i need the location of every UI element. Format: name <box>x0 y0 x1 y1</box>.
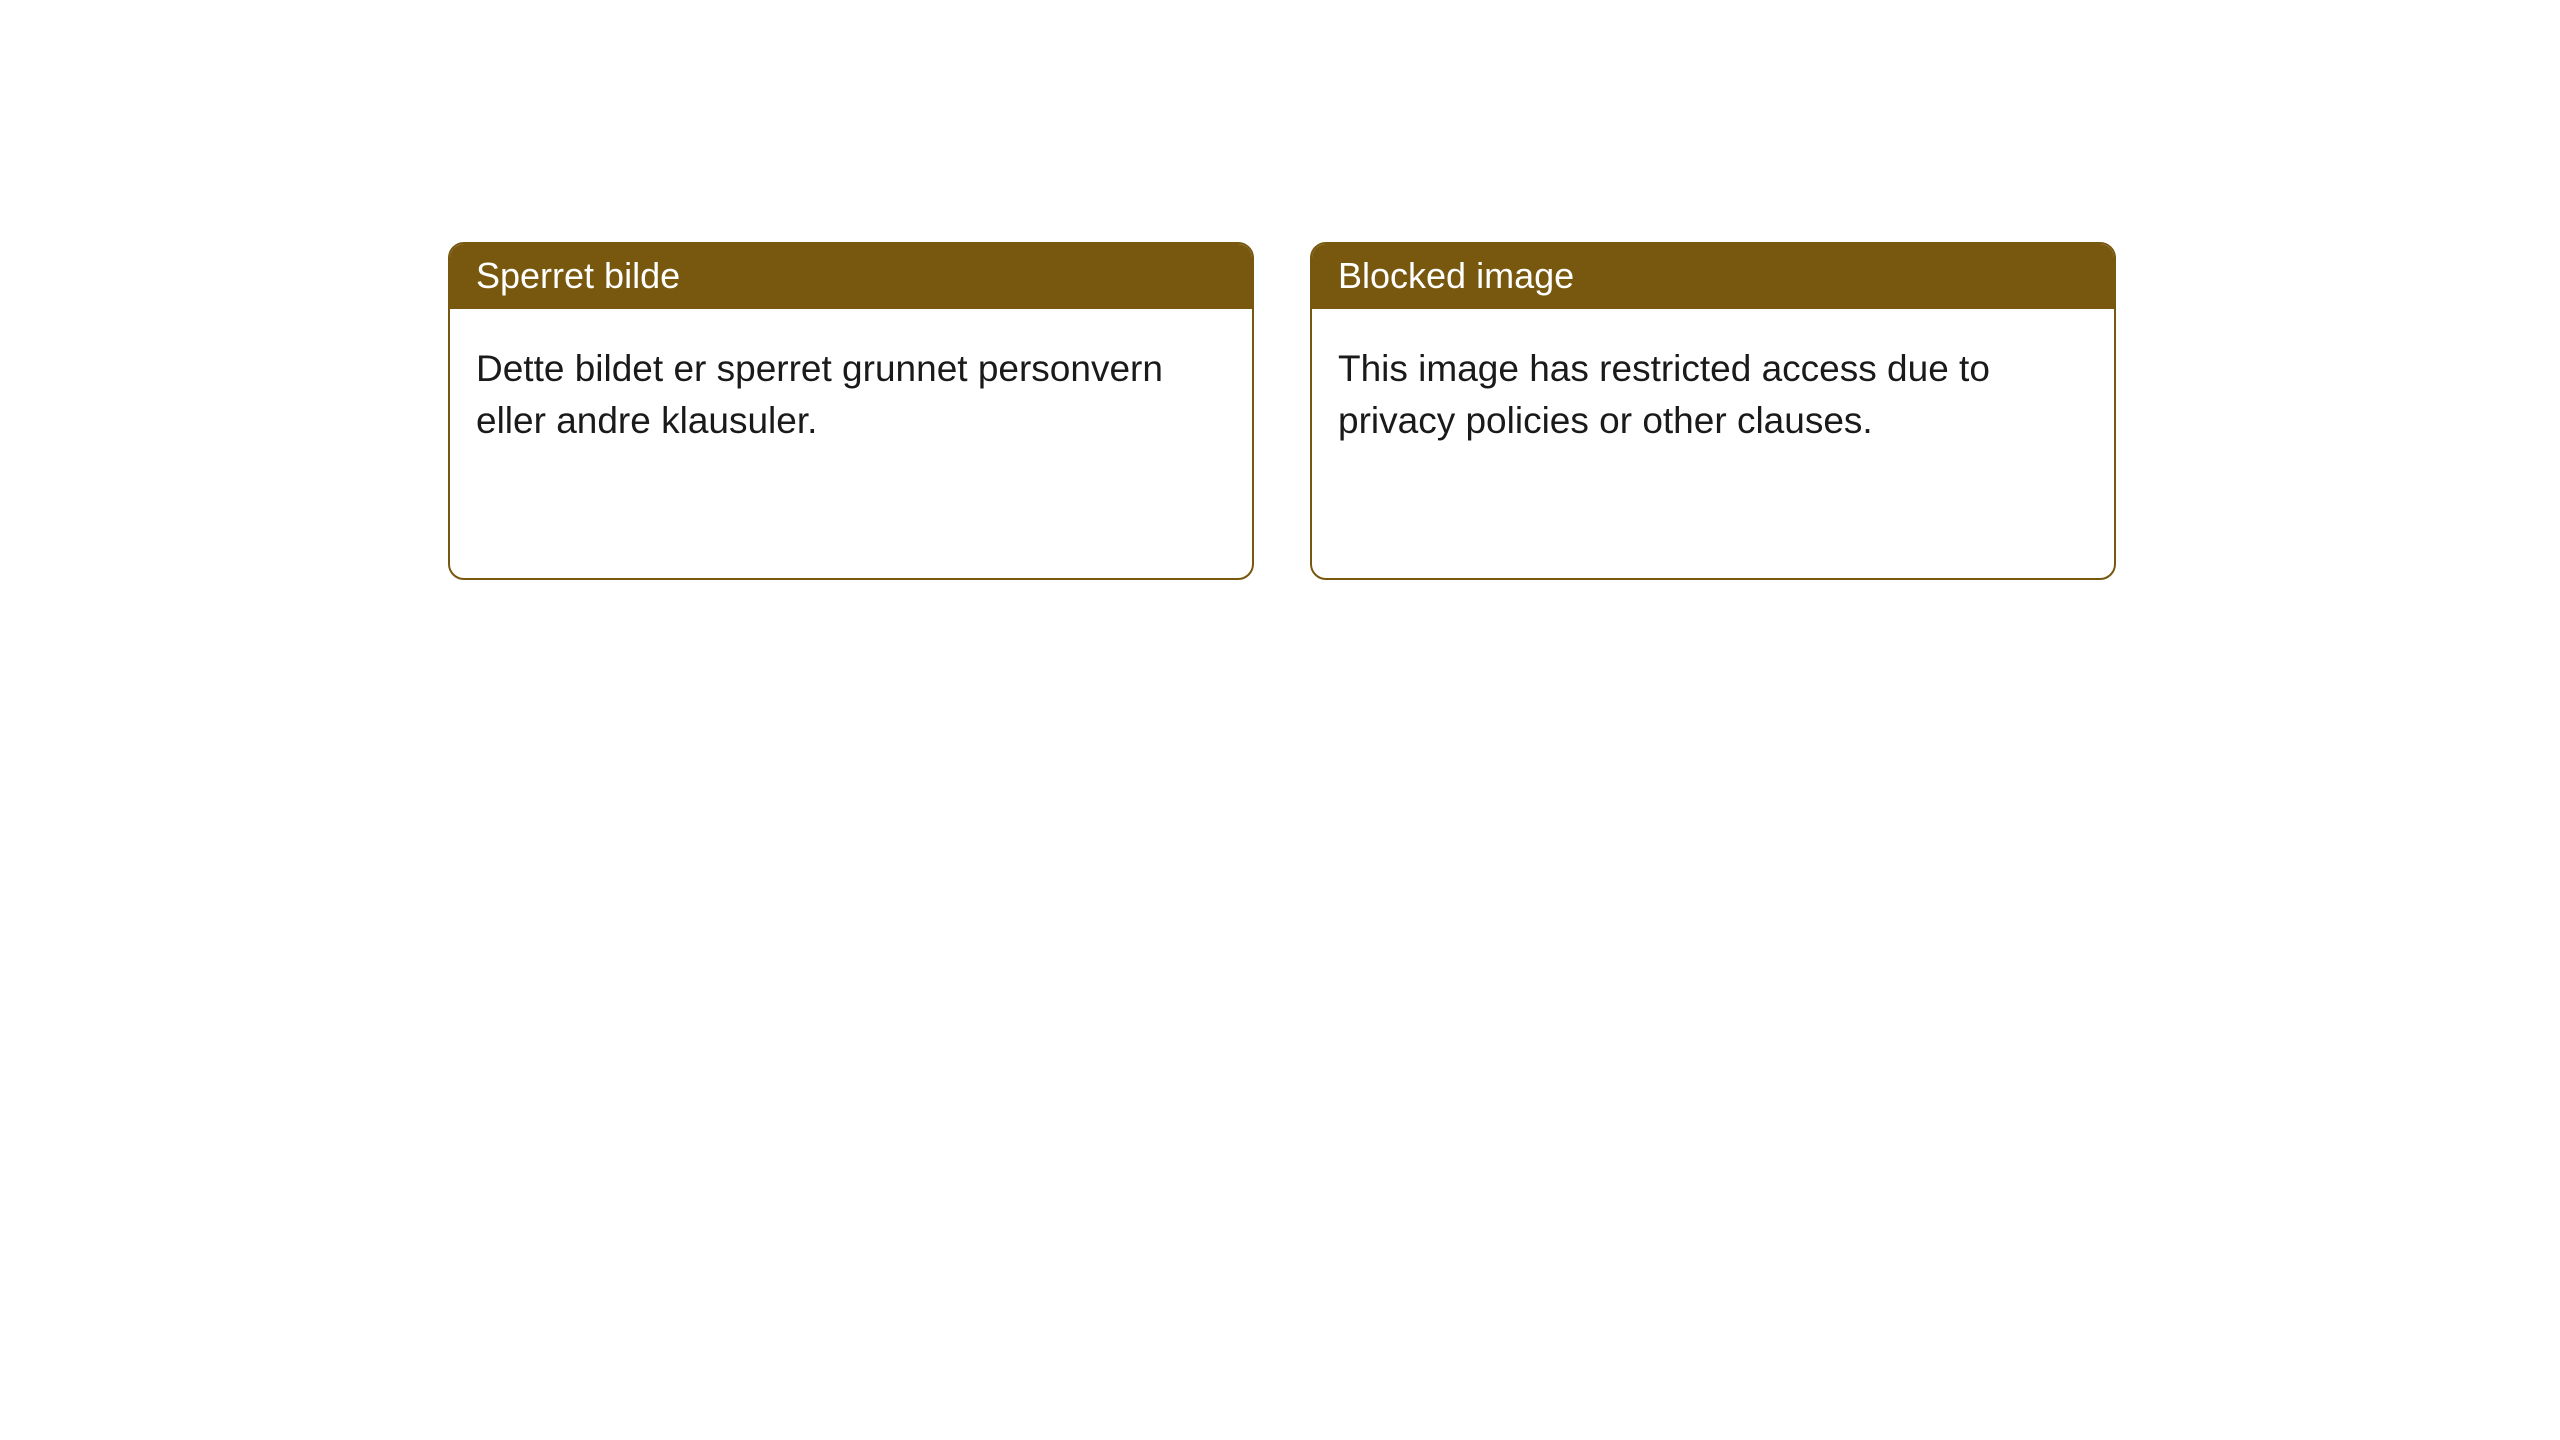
notice-cards-container: Sperret bilde Dette bildet er sperret gr… <box>0 0 2560 580</box>
notice-card-norwegian: Sperret bilde Dette bildet er sperret gr… <box>448 242 1254 580</box>
notice-card-english: Blocked image This image has restricted … <box>1310 242 2116 580</box>
card-body: This image has restricted access due to … <box>1312 309 2114 473</box>
card-header: Sperret bilde <box>450 244 1252 309</box>
card-body: Dette bildet er sperret grunnet personve… <box>450 309 1252 473</box>
card-header: Blocked image <box>1312 244 2114 309</box>
